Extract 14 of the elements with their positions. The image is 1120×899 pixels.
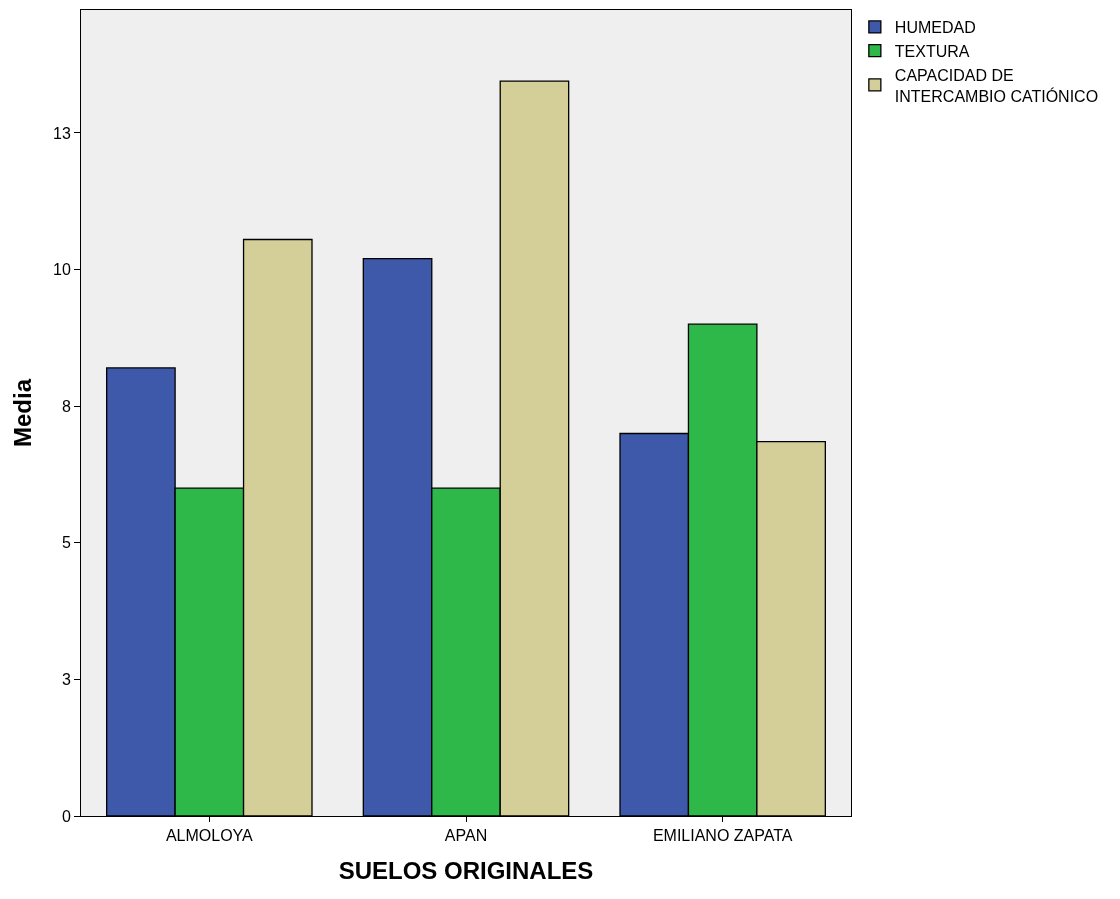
legend-label: CAPACIDAD DE INTERCAMBIO CATIÓNICO — [894, 66, 1099, 105]
y-tick-label: 10 — [53, 261, 71, 279]
legend-label: HUMEDAD — [894, 19, 976, 37]
y-tick-label: 5 — [61, 534, 71, 552]
y-tick-label: 3 — [61, 670, 71, 688]
y-tick-label: 13 — [53, 124, 71, 142]
x-axis-title: SUELOS ORIGINALES — [338, 856, 594, 884]
y-axis-title: Media — [9, 378, 37, 448]
y-tick-label: 0 — [61, 807, 71, 825]
x-tick-label: ALMOLOYA — [165, 827, 254, 845]
x-tick-label: APAN — [444, 827, 488, 845]
x-tick-label: EMILIANO ZAPATA — [652, 827, 793, 845]
legend-label: TEXTURA — [894, 42, 970, 60]
y-tick-label: 8 — [61, 397, 71, 415]
